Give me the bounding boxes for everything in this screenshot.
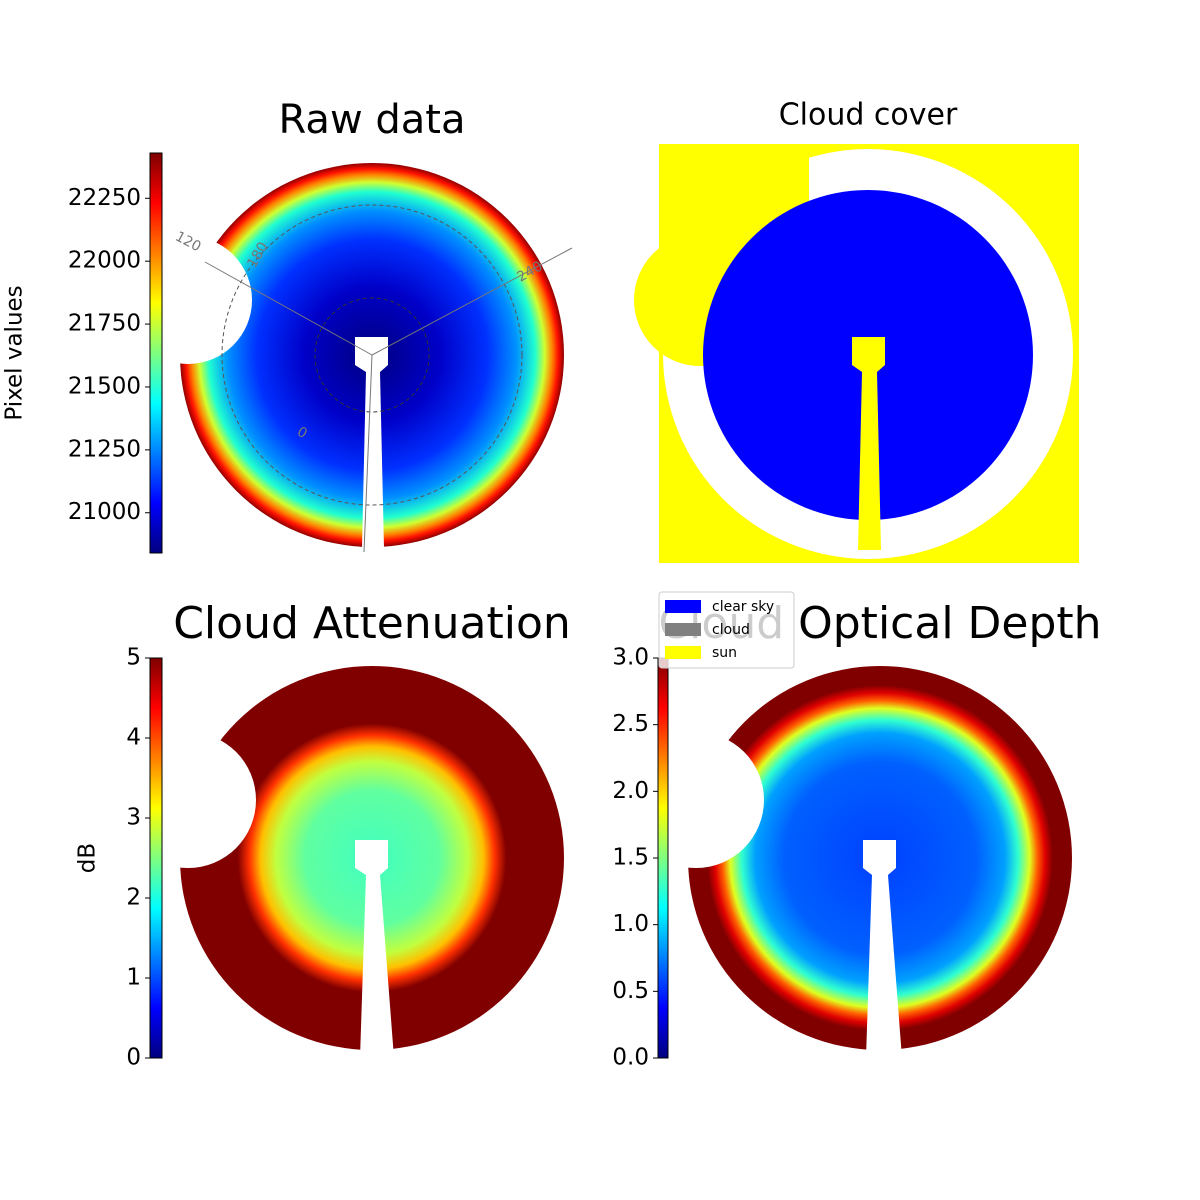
colorbar-label: Pixel values: [2, 285, 28, 420]
colorbar-tick-label: 1: [126, 965, 141, 991]
raw-image: [124, 163, 573, 553]
panel-title: Raw data: [279, 97, 466, 143]
attenuation-image: [120, 666, 564, 1058]
legend-swatch: [665, 600, 701, 613]
colorbar-tick-label: 3.0: [612, 645, 649, 671]
colorbar-tick-label: 21500: [68, 373, 141, 399]
cloud-cover-image: [634, 144, 1079, 563]
colorbar: [149, 152, 163, 554]
colorbar-tick-label: 22250: [68, 185, 141, 211]
legend-label: clear sky: [712, 599, 774, 615]
colorbar-tick-label: 2.5: [612, 711, 649, 737]
panel-title: Cloud cover: [779, 98, 958, 133]
legend-swatch: [665, 623, 701, 636]
optical-depth-image: [628, 666, 1072, 1058]
colorbar-tick-label: 0: [126, 1045, 141, 1071]
legend-label: cloud: [712, 622, 750, 638]
colorbar-tick-label: 0.0: [612, 1045, 649, 1071]
colorbar-tick-label: 4: [126, 725, 141, 751]
colorbar-label: dB: [75, 843, 101, 873]
colorbar-tick-label: 21250: [68, 436, 141, 462]
colorbar-tick-label: 0.5: [612, 978, 649, 1004]
colorbar-tick-label: 3: [126, 805, 141, 831]
colorbar-tick-label: 1.0: [612, 911, 649, 937]
colorbar-tick-label: 21000: [68, 499, 141, 525]
panel-title: Cloud Attenuation: [173, 598, 571, 649]
colorbar-tick-label: 1.5: [612, 845, 649, 871]
colorbar-tick-label: 22000: [68, 248, 141, 274]
colorbar: [149, 657, 163, 1059]
legend-swatch: [665, 646, 701, 659]
legend-label: sun: [712, 645, 737, 661]
colorbar-tick-label: 2.0: [612, 778, 649, 804]
colorbar: [657, 657, 669, 1059]
colorbar-tick-label: 21750: [68, 311, 141, 337]
colorbar-tick-label: 2: [126, 885, 141, 911]
colorbar-tick-label: 5: [126, 645, 141, 671]
